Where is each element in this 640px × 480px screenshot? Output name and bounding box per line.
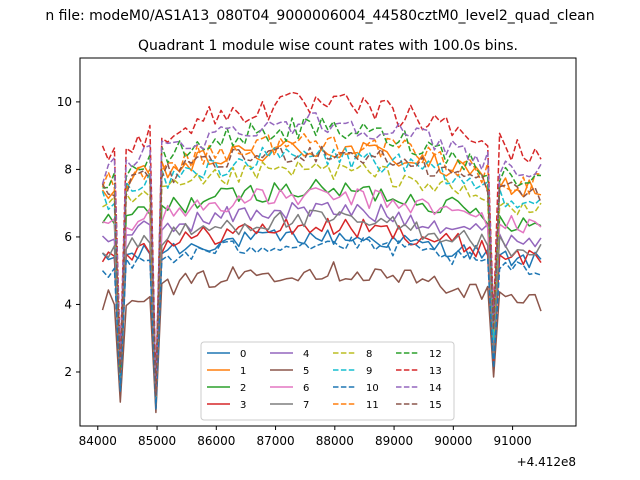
y-tick-label: 8 <box>64 162 72 176</box>
x-tick-label: 87000 <box>256 434 294 448</box>
legend-label-8: 8 <box>366 349 372 360</box>
series-line-12 <box>102 116 542 391</box>
y-tick-label: 6 <box>64 230 72 244</box>
x-tick-label: 84000 <box>79 434 117 448</box>
series-line-7 <box>102 209 542 406</box>
axes-frame <box>79 57 577 427</box>
series-line-6 <box>102 187 542 402</box>
y-tick-label: 10 <box>57 95 72 109</box>
x-axis: 84000 85000 86000 87000 88000 89000 90000 91000 <box>79 426 532 448</box>
series-line-14 <box>101 112 542 394</box>
y-tick-label: 2 <box>64 365 72 379</box>
series-line-2 <box>101 178 542 401</box>
x-offset-label: +4.412e8 <box>517 455 576 469</box>
series-line-3 <box>101 217 542 409</box>
legend-label-15: 15 <box>429 400 442 411</box>
legend-label-12: 12 <box>429 349 442 360</box>
x-tick-label: 88000 <box>316 434 354 448</box>
legend-label-5: 5 <box>303 366 309 377</box>
series-line-8 <box>102 160 542 398</box>
series-line-10 <box>101 236 542 410</box>
legend-label-10: 10 <box>366 383 379 394</box>
series-line-5 <box>101 261 542 414</box>
series-line-11 <box>101 133 542 394</box>
series-line-13 <box>101 91 542 387</box>
plot-lines <box>101 91 542 414</box>
y-tick-label: 4 <box>64 297 72 311</box>
legend-label-0: 0 <box>240 349 246 360</box>
x-tick-label: 91000 <box>493 434 531 448</box>
legend-box <box>200 341 455 421</box>
legend-label-6: 6 <box>303 383 309 394</box>
x-tick-label: 86000 <box>197 434 235 448</box>
x-tick-label: 89000 <box>375 434 413 448</box>
x-tick-label: 85000 <box>138 434 176 448</box>
legend-label-9: 9 <box>366 366 372 377</box>
legend-label-11: 11 <box>366 400 379 411</box>
legend-label-14: 14 <box>429 383 442 394</box>
figure-suptitle: n file: modeM0/AS1A13_080T04_9000006004_… <box>45 8 594 24</box>
legend-label-3: 3 <box>240 400 246 411</box>
legend-label-7: 7 <box>303 400 309 411</box>
legend-label-13: 13 <box>429 366 442 377</box>
legend-label-2: 2 <box>240 383 246 394</box>
x-tick-label: 90000 <box>434 434 472 448</box>
y-axis: 2 4 6 8 10 <box>57 95 80 379</box>
legend-label-4: 4 <box>303 349 309 360</box>
axes-title: Quadrant 1 module wise count rates with … <box>138 38 518 54</box>
series-line-15 <box>101 145 542 397</box>
legend-label-1: 1 <box>240 366 246 377</box>
series-line-0 <box>101 229 542 409</box>
